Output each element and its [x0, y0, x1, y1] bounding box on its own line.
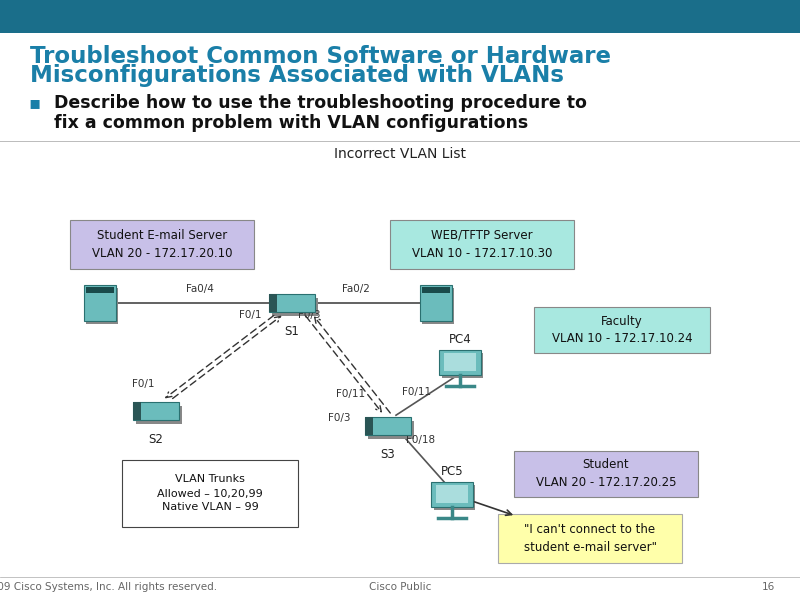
FancyBboxPatch shape	[534, 307, 710, 353]
Text: "I can't connect to the
student e-mail server": "I can't connect to the student e-mail s…	[523, 523, 657, 554]
Text: F0/11: F0/11	[402, 387, 431, 397]
Text: Troubleshoot Common Software or Hardware: Troubleshoot Common Software or Hardware	[30, 45, 611, 68]
FancyBboxPatch shape	[269, 294, 315, 312]
Text: Incorrect VLAN List: Incorrect VLAN List	[334, 147, 466, 161]
Text: WEB/TFTP Server
VLAN 10 - 172.17.10.30: WEB/TFTP Server VLAN 10 - 172.17.10.30	[412, 229, 552, 260]
Text: PC5: PC5	[441, 465, 463, 478]
FancyBboxPatch shape	[420, 285, 452, 321]
Text: F0/1: F0/1	[132, 379, 154, 389]
FancyBboxPatch shape	[269, 294, 277, 312]
Text: ©2009 Cisco Systems, Inc. All rights reserved.: ©2009 Cisco Systems, Inc. All rights res…	[0, 582, 218, 592]
FancyBboxPatch shape	[136, 406, 182, 424]
Text: Fa0/2: Fa0/2	[342, 284, 370, 294]
FancyBboxPatch shape	[272, 298, 318, 316]
Text: Describe how to use the troubleshooting procedure to: Describe how to use the troubleshooting …	[54, 94, 587, 112]
Text: F0/1: F0/1	[239, 310, 262, 320]
Text: ▪: ▪	[29, 94, 41, 112]
Text: F0/18: F0/18	[406, 435, 434, 445]
FancyBboxPatch shape	[422, 288, 454, 324]
Text: F0/11: F0/11	[336, 389, 365, 399]
FancyBboxPatch shape	[498, 514, 682, 563]
Text: PC4: PC4	[449, 333, 471, 346]
Text: Misconfigurations Associated with VLANs: Misconfigurations Associated with VLANs	[30, 64, 565, 87]
FancyBboxPatch shape	[434, 485, 475, 510]
FancyBboxPatch shape	[514, 451, 698, 497]
Text: F0/3: F0/3	[298, 310, 321, 320]
FancyBboxPatch shape	[422, 287, 450, 293]
Text: VLAN Trunks
Allowed – 10,20,99
Native VLAN – 99: VLAN Trunks Allowed – 10,20,99 Native VL…	[157, 475, 263, 512]
FancyBboxPatch shape	[365, 417, 411, 435]
FancyBboxPatch shape	[86, 288, 118, 324]
FancyBboxPatch shape	[133, 402, 179, 420]
Text: S1: S1	[285, 325, 299, 338]
FancyBboxPatch shape	[133, 402, 141, 420]
Text: 16: 16	[762, 582, 774, 592]
FancyBboxPatch shape	[86, 287, 114, 293]
Text: S2: S2	[149, 433, 163, 446]
Text: Cisco Public: Cisco Public	[369, 582, 431, 592]
FancyBboxPatch shape	[368, 421, 414, 439]
FancyBboxPatch shape	[436, 485, 468, 503]
Text: S3: S3	[381, 448, 395, 461]
FancyBboxPatch shape	[431, 482, 473, 507]
FancyBboxPatch shape	[444, 353, 476, 371]
FancyBboxPatch shape	[390, 220, 574, 269]
FancyBboxPatch shape	[365, 417, 373, 435]
Text: F0/3: F0/3	[328, 413, 350, 423]
Text: Student
VLAN 20 - 172.17.20.25: Student VLAN 20 - 172.17.20.25	[536, 458, 676, 490]
FancyBboxPatch shape	[0, 0, 800, 33]
Text: Student E-mail Server
VLAN 20 - 172.17.20.10: Student E-mail Server VLAN 20 - 172.17.2…	[92, 229, 232, 260]
Text: Fa0/4: Fa0/4	[186, 284, 214, 294]
FancyBboxPatch shape	[122, 460, 298, 527]
Text: fix a common problem with VLAN configurations: fix a common problem with VLAN configura…	[54, 114, 529, 132]
FancyBboxPatch shape	[84, 285, 116, 321]
FancyBboxPatch shape	[439, 350, 481, 375]
Text: Faculty
VLAN 10 - 172.17.10.24: Faculty VLAN 10 - 172.17.10.24	[552, 314, 692, 346]
FancyBboxPatch shape	[442, 353, 483, 378]
FancyBboxPatch shape	[70, 220, 254, 269]
